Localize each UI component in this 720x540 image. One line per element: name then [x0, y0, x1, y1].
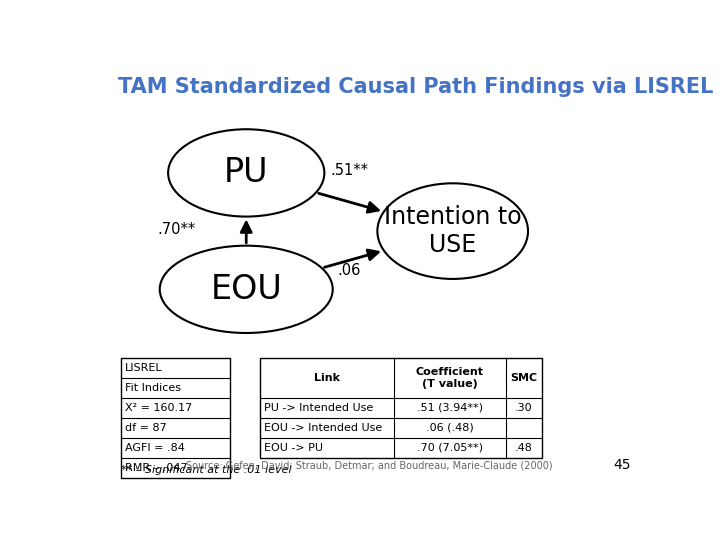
Text: SMC: SMC	[510, 373, 537, 383]
Text: .06 (.48): .06 (.48)	[426, 423, 474, 433]
Text: EOU: EOU	[210, 273, 282, 306]
Text: PU: PU	[224, 157, 269, 190]
Bar	[260, 358, 542, 458]
Text: LISREL: LISREL	[125, 363, 162, 373]
Text: X² = 160.17: X² = 160.17	[125, 403, 192, 413]
Text: .70**: .70**	[158, 221, 196, 237]
Text: RMR – .047: RMR – .047	[125, 463, 187, 472]
Text: .30: .30	[515, 403, 533, 413]
Text: PU -> Intended Use: PU -> Intended Use	[264, 403, 374, 413]
Text: .51 (3.94**): .51 (3.94**)	[417, 403, 483, 413]
Text: Intention to
USE: Intention to USE	[384, 205, 521, 257]
Text: 45: 45	[613, 458, 631, 472]
Text: .48: .48	[515, 443, 533, 453]
Text: AGFI = .84: AGFI = .84	[125, 443, 184, 453]
Text: Fit Indices: Fit Indices	[125, 383, 181, 393]
Text: EOU -> Intended Use: EOU -> Intended Use	[264, 423, 382, 433]
Text: TAM Standardized Causal Path Findings via LISREL Analysis: TAM Standardized Causal Path Findings vi…	[118, 77, 720, 97]
Text: .51**: .51**	[330, 163, 369, 178]
Text: .70 (7.05**): .70 (7.05**)	[417, 443, 483, 453]
Text: Source: Gefen, David; Straub, Detmar; and Boudreau, Marie-Claude (2000): Source: Gefen, David; Straub, Detmar; an…	[186, 460, 552, 470]
Bar	[121, 358, 230, 478]
Text: Coefficient
(T value): Coefficient (T value)	[416, 367, 484, 389]
Text: ** – Significant at the .01 level: ** – Significant at the .01 level	[121, 465, 292, 475]
Text: .06: .06	[338, 263, 361, 278]
Text: Link: Link	[314, 373, 340, 383]
Text: df = 87: df = 87	[125, 423, 166, 433]
Text: EOU -> PU: EOU -> PU	[264, 443, 323, 453]
